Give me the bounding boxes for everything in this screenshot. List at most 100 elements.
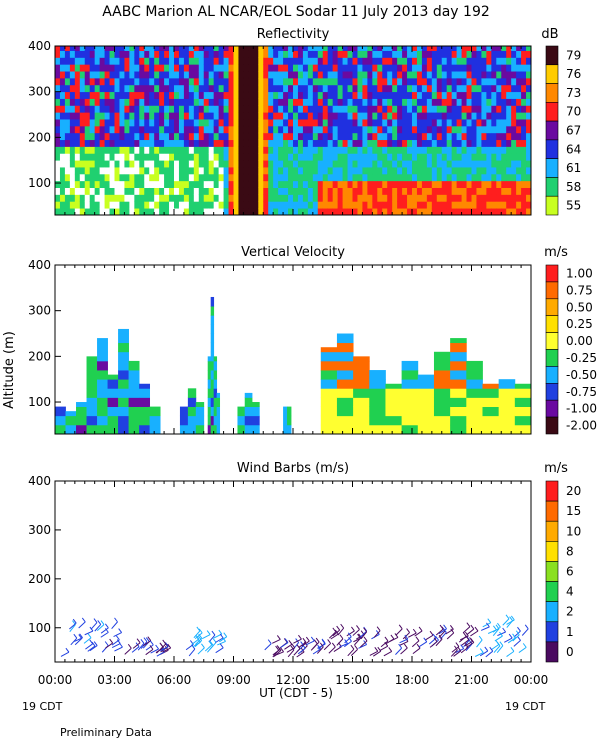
reflectivity-cell [154,153,160,161]
reflectivity-cell [263,153,269,161]
wind-barb [504,637,513,643]
reflectivity-cell [248,201,254,209]
reflectivity-cell [397,91,403,99]
reflectivity-cell [243,84,249,93]
y-tick-label: 300 [28,85,51,99]
reflectivity-cell [317,50,324,58]
wind-barb-flag [81,617,86,623]
reflectivity-cell [84,77,91,86]
reflectivity-cell [367,180,373,188]
reflectivity-cell [332,153,339,161]
reflectivity-cell [109,125,115,134]
reflectivity-cell [293,194,299,202]
reflectivity-cell [104,91,110,99]
reflectivity-cell [248,112,254,120]
reflectivity-cell [372,98,378,106]
reflectivity-cell [134,160,140,168]
colorbar-swatch [545,102,559,122]
reflectivity-cell [486,167,492,175]
reflectivity-cell [164,119,170,127]
reflectivity-cell [283,46,289,51]
time-tick-label: 12:00 [276,673,311,687]
reflectivity-cell [506,98,512,106]
reflectivity-cell [337,167,343,175]
reflectivity-cell [129,57,135,65]
reflectivity-cell [481,132,487,141]
reflectivity-cell [64,180,71,188]
reflectivity-cell [337,50,343,58]
reflectivity-cell [263,84,269,93]
reflectivity-cell [208,84,215,93]
reflectivity-cell [402,64,408,72]
reflectivity-cell [307,91,314,99]
plot-frame [54,480,532,663]
reflectivity-cell [183,187,190,195]
reflectivity-cell [94,201,101,209]
wind-barb-flag [208,640,213,646]
reflectivity-cell [377,46,383,51]
reflectivity-cell [387,173,393,182]
reflectivity-cell [64,112,71,120]
reflectivity-cell [59,50,66,58]
wind-barb-flag [104,628,109,633]
reflectivity-cell [327,57,334,65]
reflectivity-cell [337,119,343,127]
velocity-cell [401,406,419,417]
wind-barb-flag [492,625,497,631]
reflectivity-cell [139,64,145,72]
reflectivity-cell [302,167,309,175]
reflectivity-cell [357,160,363,168]
reflectivity-cell [372,180,378,188]
velocity-cell [466,415,483,426]
reflectivity-cell [506,91,512,99]
reflectivity-cell [426,180,433,188]
reflectivity-cell [278,201,284,209]
reflectivity-cell [516,139,522,147]
wind-barb [464,641,473,647]
reflectivity-cell [134,98,140,106]
reflectivity-cell [263,50,269,58]
reflectivity-cell [297,91,304,99]
reflectivity-cell [134,64,140,72]
reflectivity-cell [149,160,155,168]
reflectivity-cell [421,139,428,147]
reflectivity-cell [436,208,443,215]
reflectivity-cell [421,98,428,106]
reflectivity-cell [169,146,175,154]
reflectivity-cell [302,98,309,106]
reflectivity-cell [183,50,190,58]
reflectivity-cell [278,119,284,127]
velocity-cell [336,397,354,407]
reflectivity-cell [253,71,259,79]
reflectivity-cell [74,201,81,209]
reflectivity-cell [446,50,453,58]
velocity-cell [433,424,451,434]
reflectivity-cell [109,194,115,202]
reflectivity-cell [119,46,125,51]
reflectivity-cell [521,208,527,215]
reflectivity-cell [471,64,477,72]
wind-barb-flag [164,642,169,647]
reflectivity-cell [327,71,334,79]
velocity-cell [385,383,403,389]
reflectivity-cell [99,125,105,134]
reflectivity-cell [501,125,507,134]
reflectivity-cell [342,160,348,168]
reflectivity-cell [471,125,477,134]
reflectivity-cell [114,119,120,127]
reflectivity-cell [337,146,343,154]
reflectivity-cell [74,91,81,99]
velocity-cell [210,306,215,316]
reflectivity-cell [506,153,512,161]
reflectivity-cell [317,139,324,147]
wind-barb-flag [412,628,417,634]
reflectivity-cell [144,125,150,134]
reflectivity-cell [64,146,71,154]
reflectivity-cell [99,167,105,175]
reflectivity-cell [511,50,517,58]
reflectivity-cell [342,119,348,127]
reflectivity-cell [461,57,467,65]
velocity-cell [210,415,215,426]
reflectivity-cell [288,139,294,147]
reflectivity-cell [253,64,259,72]
